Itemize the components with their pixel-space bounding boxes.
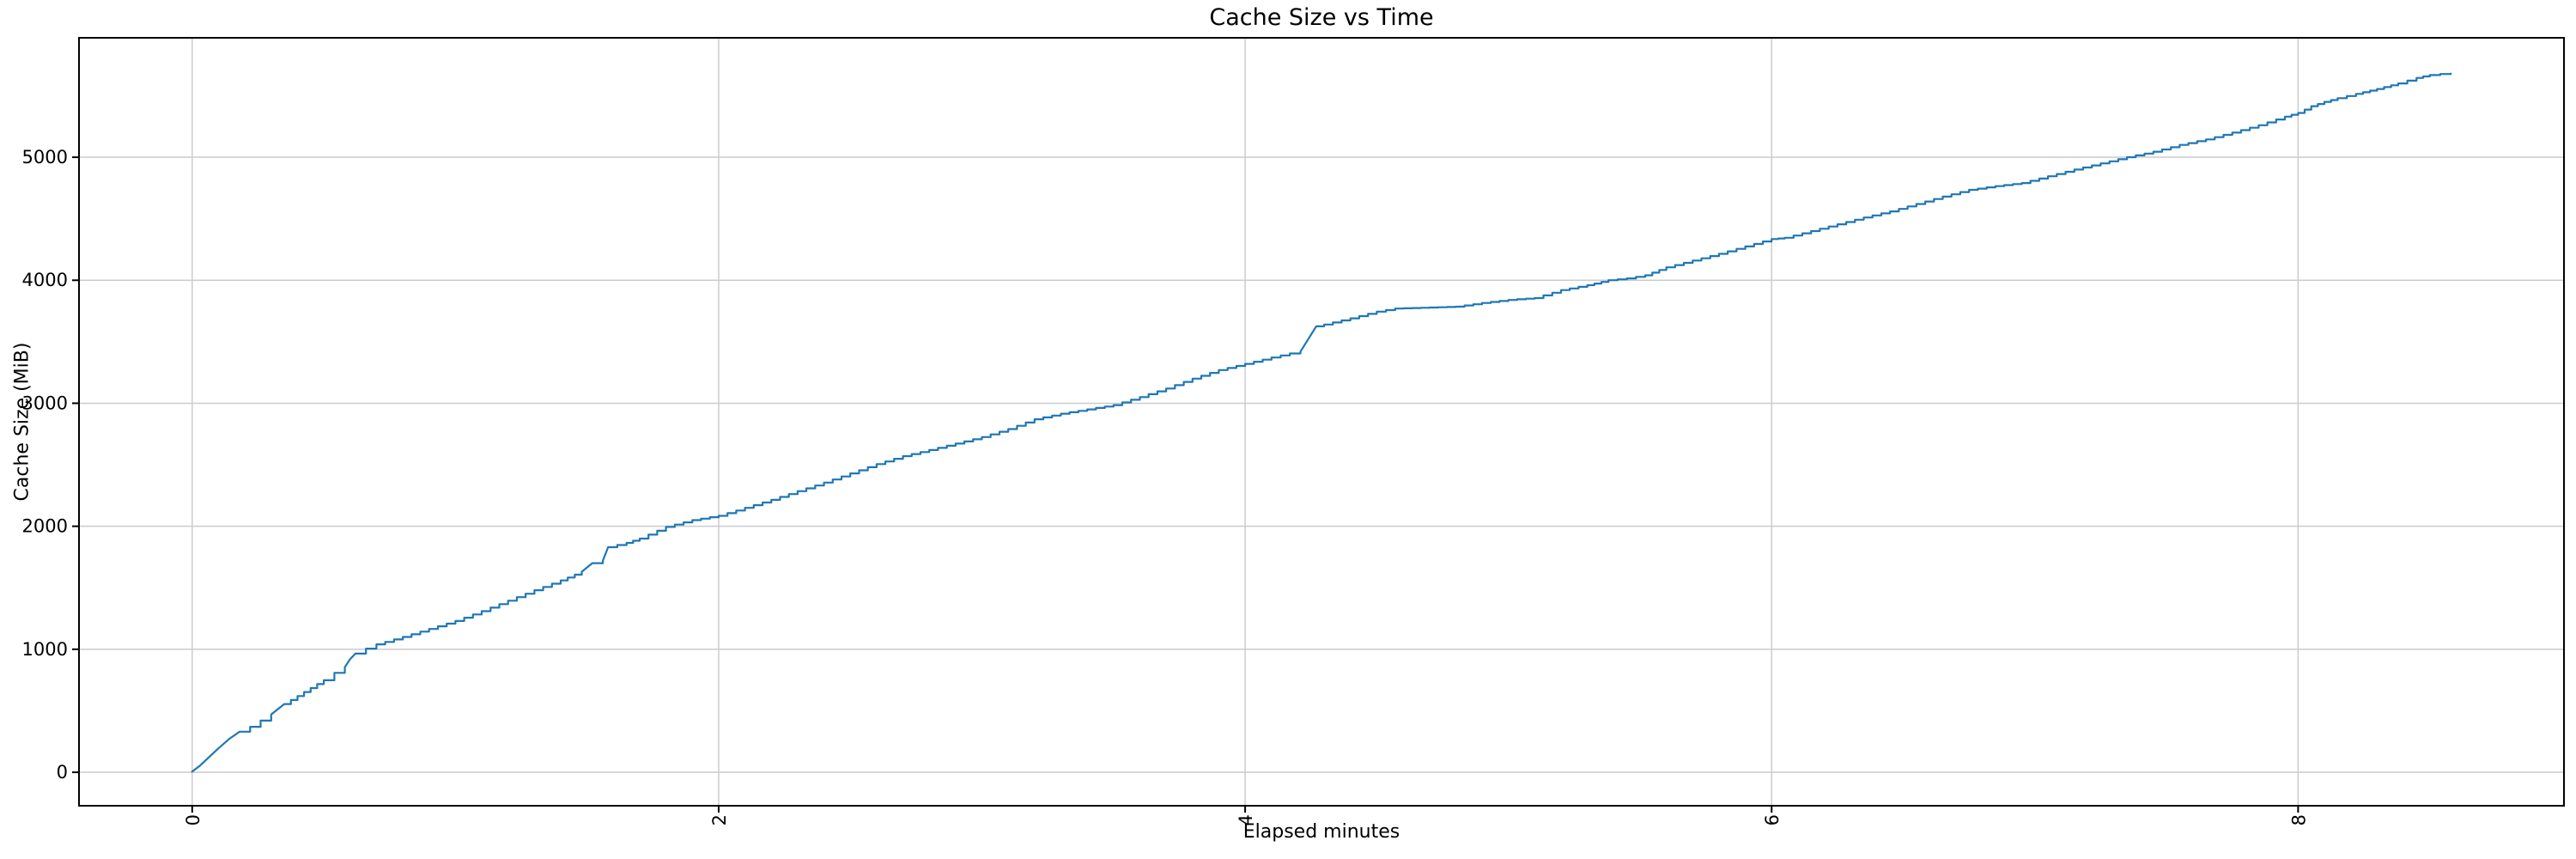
x-axis-label: Elapsed minutes — [1242, 821, 1400, 843]
x-tick-label: 6 — [1762, 814, 1783, 825]
y-tick-label: 5000 — [22, 147, 68, 168]
chart-title: Cache Size vs Time — [1209, 4, 1434, 31]
x-tick-label: 4 — [1236, 814, 1256, 825]
x-tick-label: 2 — [709, 814, 730, 825]
y-tick-label: 2000 — [22, 516, 68, 537]
y-tick-label: 4000 — [22, 270, 68, 290]
y-tick-label: 1000 — [22, 639, 68, 660]
y-tick-label: 0 — [57, 762, 68, 783]
y-tick-label: 3000 — [22, 393, 68, 413]
data-line — [191, 72, 2452, 773]
plot-border — [78, 37, 2565, 807]
x-tick-label: 8 — [2288, 814, 2309, 825]
x-tick-label: 0 — [183, 814, 204, 825]
